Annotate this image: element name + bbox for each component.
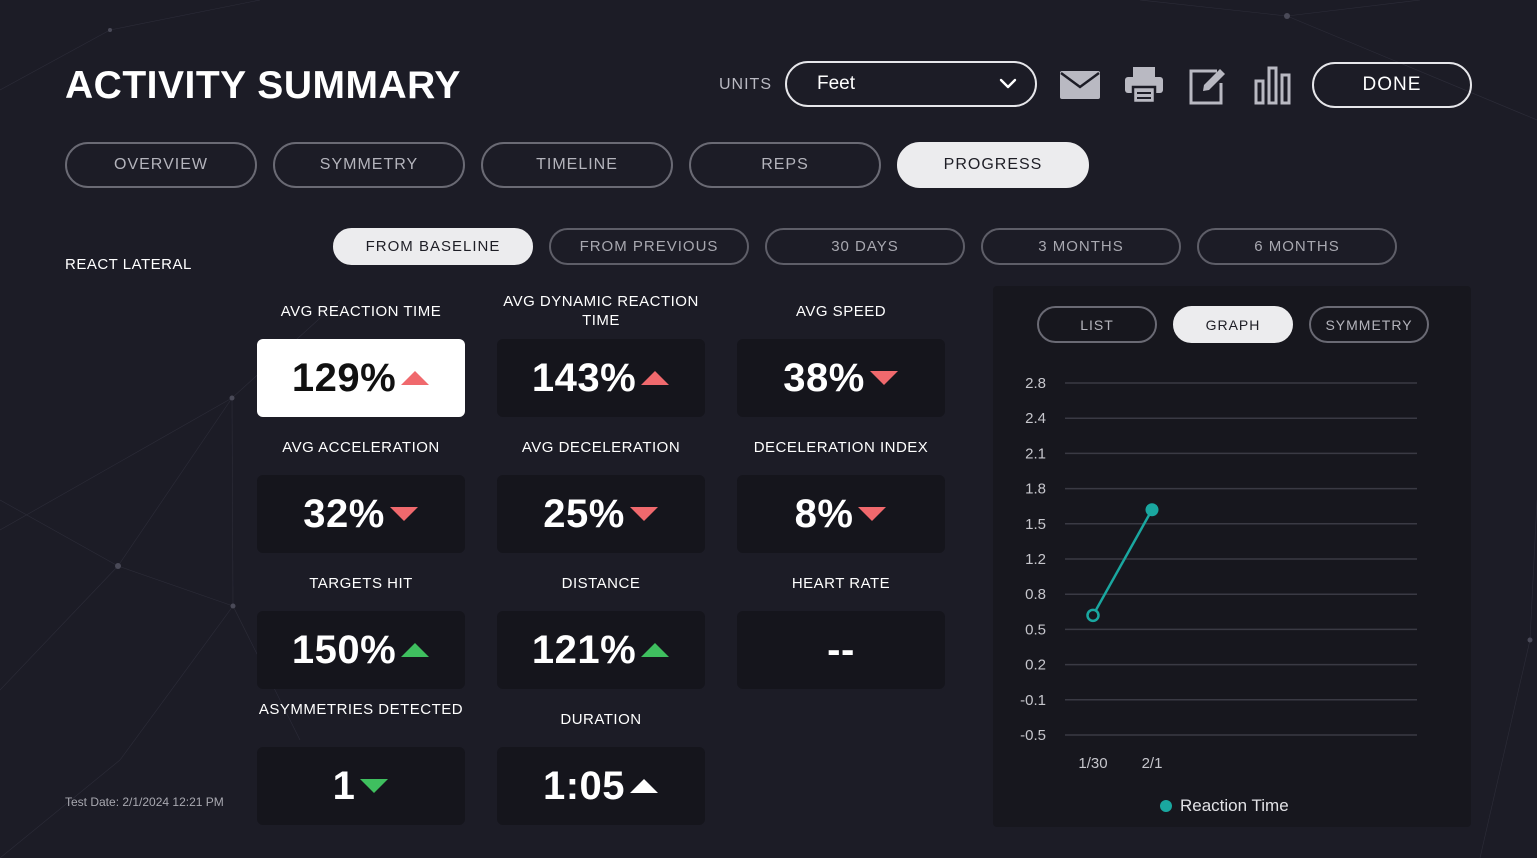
edit-icon[interactable] [1186,64,1230,106]
trend-up-icon [641,371,670,385]
metric-card-asymmetries-detected[interactable]: 1 [257,747,465,825]
graph-tab-symmetry[interactable]: SYMMETRY [1309,306,1429,343]
trend-down-icon [869,371,898,385]
trend-down-icon [858,507,887,521]
metric-card-avg-dynamic-reaction-time[interactable]: 143% [497,339,705,417]
trend-down-icon [360,779,389,793]
trend-up-icon [641,643,670,657]
metric-label-avg-deceleration: AVG DECELERATION [521,439,681,456]
y-tick-label: 1.5 [1025,516,1046,533]
data-point [1086,608,1100,623]
metric-label-avg-acceleration: AVG ACCELERATION [282,439,440,456]
metric-card-deceleration-index[interactable]: 8% [737,475,945,553]
metric-card-avg-reaction-time[interactable]: 129% [257,339,465,417]
metric-label-avg-speed: AVG SPEED [795,303,887,320]
metric-label-distance: DISTANCE [561,575,641,592]
metric-label-asymmetries-detected: ASYMMETRIES DETECTED [258,701,464,718]
metric-value: -- [827,627,855,672]
units-dropdown[interactable]: Feet [785,61,1037,107]
trend-up-icon [630,779,659,793]
tab-progress[interactable]: PROGRESS [897,142,1089,188]
metric-value: 1:05 [542,763,626,808]
metric-card-duration[interactable]: 1:05 [497,747,705,825]
metric-value: 150% [291,627,397,672]
x-tick-label: 1/30 [1078,755,1107,772]
chevron-down-icon [999,78,1017,89]
y-tick-label: 0.8 [1025,586,1046,603]
trend-up-icon [401,371,430,385]
legend-label: Reaction Time [1180,796,1289,815]
done-button[interactable]: DONE [1312,62,1472,108]
y-tick-label: 0.5 [1025,621,1046,638]
metric-value: 121% [531,627,637,672]
metric-card-avg-deceleration[interactable]: 25% [497,475,705,553]
progress-line-chart: 2.8 2.4 2.1 1.8 1.5 1.2 0.8 0.5 0.2 -0.1 -0.5 1/30 2… [1020,375,1417,772]
mail-icon[interactable] [1058,64,1102,106]
y-tick-label: 2.1 [1025,445,1046,462]
graph-panel [993,286,1471,827]
trend-up-icon [401,643,430,657]
y-tick-label: 0.2 [1025,657,1046,674]
y-tick-label: 2.4 [1025,410,1046,427]
series-line [1091,509,1154,616]
metric-label-deceleration-index: DECELERATION INDEX [753,439,929,456]
page-title: ACTIVITY SUMMARY [65,64,461,107]
bar-chart-icon[interactable] [1250,64,1294,106]
units-value: Feet [817,73,856,94]
tab-timeline[interactable]: TIMELINE [481,142,673,188]
metric-card-distance[interactable]: 121% [497,611,705,689]
y-tick-label: -0.1 [1020,692,1046,709]
metric-value: 129% [291,355,397,400]
metric-label-targets-hit: TARGETS HIT [309,575,413,592]
y-tick-label: -0.5 [1020,727,1046,744]
period-from-baseline[interactable]: FROM BASELINE [333,228,533,265]
data-point [1145,503,1159,517]
chart-legend: Reaction Time [1160,796,1289,816]
y-tick-label: 2.8 [1025,375,1046,392]
tab-symmetry[interactable]: SYMMETRY [273,142,465,188]
metric-value: 32% [303,491,385,536]
legend-swatch [1160,800,1172,812]
tab-reps[interactable]: REPS [689,142,881,188]
y-tick-label: 1.8 [1025,481,1046,498]
metric-card-heart-rate[interactable]: -- [737,611,945,689]
period-30-days[interactable]: 30 DAYS [765,228,965,265]
metric-value: 1 [332,763,356,808]
trend-down-icon [629,507,658,521]
print-icon[interactable] [1122,64,1166,106]
tab-overview[interactable]: OVERVIEW [65,142,257,188]
graph-tab-list[interactable]: LIST [1037,306,1157,343]
metric-card-avg-speed[interactable]: 38% [737,339,945,417]
metric-value: 143% [531,355,637,400]
metric-label-heart-rate: HEART RATE [791,575,891,592]
metric-label-avg-reaction-time: AVG REACTION TIME [280,303,442,320]
trend-down-icon [389,507,418,521]
period-3-months[interactable]: 3 MONTHS [981,228,1181,265]
metric-label-avg-dynamic-reaction-time: AVG DYNAMIC REACTION TIME [503,293,699,329]
x-tick-label: 2/1 [1142,755,1163,772]
metric-value: 38% [783,355,865,400]
metric-value: 25% [543,491,625,536]
y-tick-label: 1.2 [1025,551,1046,568]
test-date: Test Date: 2/1/2024 12:21 PM [65,795,224,809]
period-6-months[interactable]: 6 MONTHS [1197,228,1397,265]
activity-name: REACT LATERAL [65,256,192,273]
graph-tab-graph[interactable]: GRAPH [1173,306,1293,343]
period-from-previous[interactable]: FROM PREVIOUS [549,228,749,265]
metric-value: 8% [794,491,854,536]
metric-card-avg-acceleration[interactable]: 32% [257,475,465,553]
units-label: UNITS [719,76,772,93]
metric-label-duration: DURATION [560,711,642,728]
metric-card-targets-hit[interactable]: 150% [257,611,465,689]
